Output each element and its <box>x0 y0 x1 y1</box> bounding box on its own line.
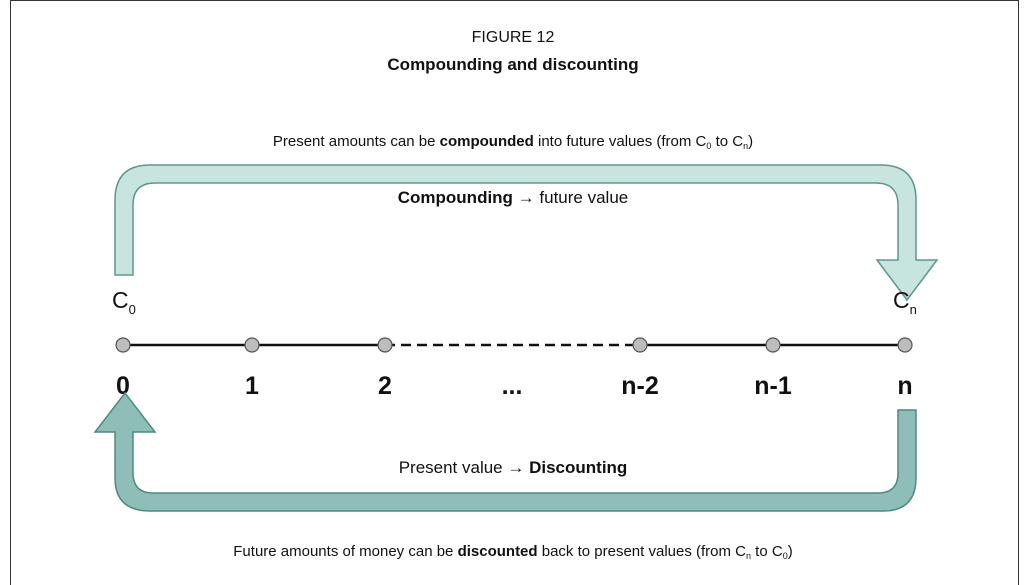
label-part: → future value <box>513 188 628 207</box>
timeline-label: 2 <box>378 372 392 400</box>
timeline-point <box>377 337 393 353</box>
label-part: Discounting <box>529 458 627 477</box>
amount-letter: C <box>112 287 129 313</box>
timeline-label: 1 <box>245 372 259 400</box>
top-caption: Present amounts can be compounded into f… <box>273 133 753 151</box>
compounding-arrow <box>114 164 939 302</box>
caption-sub: n <box>746 551 751 561</box>
timeline-point <box>244 337 260 353</box>
label-part: Compounding <box>398 188 513 207</box>
timeline-point <box>897 337 913 353</box>
amount-letter: C <box>893 287 910 313</box>
amount-sub: n <box>910 302 917 317</box>
timeline-label: n <box>897 372 912 400</box>
figure-number: FIGURE 12 <box>472 29 555 46</box>
bottom-caption: Future amounts of money can be discounte… <box>233 543 792 561</box>
timeline-point <box>115 337 131 353</box>
figure-title: Compounding and discounting <box>387 55 638 74</box>
caption-part: Present amounts can be <box>273 133 440 150</box>
caption-sub: 0 <box>706 141 711 151</box>
caption-part: discounted <box>458 543 538 560</box>
timeline-label: n-2 <box>621 372 659 400</box>
timeline-label: n-1 <box>754 372 792 400</box>
caption-sub: 0 <box>783 551 788 561</box>
compounding-label: Compounding → future value <box>398 188 628 207</box>
timeline-point <box>765 337 781 353</box>
start-amount: C0 <box>112 287 136 317</box>
frame <box>10 0 1019 585</box>
amount-sub: 0 <box>129 302 136 317</box>
caption-part: Future amounts of money can be <box>233 543 457 560</box>
caption-part: to C <box>711 133 743 150</box>
caption-part: into future values (from C <box>534 133 707 150</box>
discounting-arrow <box>93 391 917 512</box>
caption-part: to C <box>751 543 783 560</box>
label-part: Present value → <box>399 458 529 477</box>
caption-part: ) <box>788 543 793 560</box>
timeline-label: 0 <box>116 372 130 400</box>
discounting-label: Present value → Discounting <box>399 458 628 477</box>
caption-part: ) <box>748 133 753 150</box>
caption-sub: n <box>743 141 748 151</box>
end-amount: Cn <box>893 287 917 317</box>
caption-part: back to present values (from C <box>538 543 747 560</box>
timeline-point <box>632 337 648 353</box>
timeline-label: ... <box>502 372 523 400</box>
caption-part: compounded <box>440 133 534 150</box>
